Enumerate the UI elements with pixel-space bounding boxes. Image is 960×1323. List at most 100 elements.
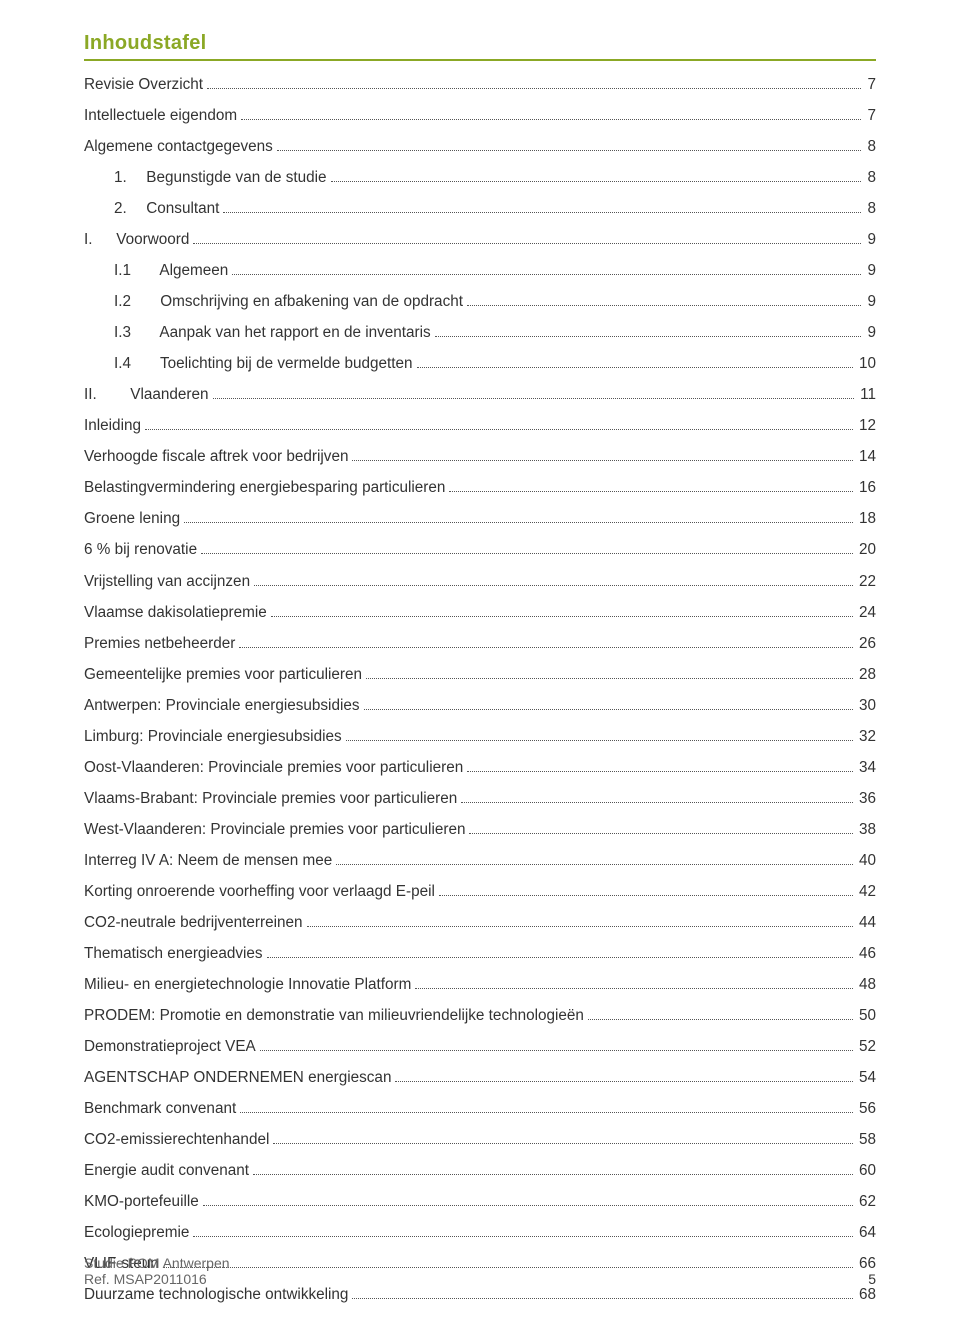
toc-leader <box>415 988 853 989</box>
toc-entry-page: 64 <box>857 1223 876 1244</box>
toc-entry[interactable]: CO2-emissierechtenhandel 58 <box>84 1130 876 1151</box>
toc-entry-text: PRODEM: Promotie en demonstratie van mil… <box>84 1006 584 1027</box>
toc-entry[interactable]: Intellectuele eigendom 7 <box>84 106 876 127</box>
toc-entry[interactable]: I. Voorwoord 9 <box>84 230 876 251</box>
toc-entry-label: Duurzame technologische ontwikkeling <box>84 1286 348 1303</box>
toc-entry[interactable]: Korting onroerende voorheffing voor verl… <box>84 882 876 903</box>
toc-entry-page: 7 <box>865 75 876 96</box>
toc-entry[interactable]: Vrijstelling van accijnzen22 <box>84 572 876 593</box>
toc-entry-page: 34 <box>857 758 876 779</box>
toc-entry-number: I.3 <box>114 323 156 344</box>
toc-entry[interactable]: Vlaamse dakisolatiepremie24 <box>84 603 876 624</box>
toc-entry[interactable]: Limburg: Provinciale energiesubsidies32 <box>84 727 876 748</box>
toc-entry-text: CO2-neutrale bedrijventerreinen <box>84 913 303 934</box>
toc-entry[interactable]: 1. Begunstigde van de studie8 <box>84 168 876 189</box>
toc-entry-label: Vlaams-Brabant: Provinciale premies voor… <box>84 790 457 807</box>
toc-entry-text: CO2-emissierechtenhandel <box>84 1130 269 1151</box>
toc-entry[interactable]: Groene lening 18 <box>84 509 876 530</box>
toc-leader <box>307 926 853 927</box>
toc-entry[interactable]: Benchmark convenant56 <box>84 1099 876 1120</box>
toc-entry-label: Vlaamse dakisolatiepremie <box>84 604 267 621</box>
toc-entry-label: Intellectuele eigendom <box>84 107 237 124</box>
toc-entry-page: 9 <box>865 292 876 313</box>
toc-entry-number: I. <box>84 230 112 251</box>
toc-entry-page: 7 <box>865 106 876 127</box>
toc-entry[interactable]: Inleiding12 <box>84 416 876 437</box>
toc-entry-label: Begunstigde van de studie <box>146 169 326 186</box>
toc-entry[interactable]: Revisie Overzicht7 <box>84 75 876 96</box>
toc-entry[interactable]: I.4 Toelichting bij de vermelde budgette… <box>84 354 876 375</box>
toc-entry-number: I.2 <box>114 292 156 313</box>
page-title: Inhoudstafel <box>84 32 876 61</box>
toc-entry[interactable]: I.1 Algemeen 9 <box>84 261 876 282</box>
toc-leader <box>461 802 853 803</box>
toc-entry-label: Antwerpen: Provinciale energiesubsidies <box>84 697 360 714</box>
toc-entry-page: 18 <box>857 509 876 530</box>
toc-entry-page: 9 <box>865 323 876 344</box>
toc-entry-text: I.1 Algemeen <box>114 261 228 282</box>
toc-leader <box>253 1174 853 1175</box>
toc-leader <box>331 181 862 182</box>
toc-entry[interactable]: Energie audit convenant60 <box>84 1161 876 1182</box>
toc-entry-page: 68 <box>857 1285 876 1306</box>
toc-entry[interactable]: Algemene contactgegevens8 <box>84 137 876 158</box>
toc-entry-label: Limburg: Provinciale energiesubsidies <box>84 728 342 745</box>
toc-entry[interactable]: Gemeentelijke premies voor particulieren… <box>84 665 876 686</box>
toc-leader <box>435 336 862 337</box>
footer-study: Studie POM Antwerpen <box>84 1255 876 1271</box>
toc-entry[interactable]: Thematisch energieadvies46 <box>84 944 876 965</box>
toc-entry-page: 9 <box>865 230 876 251</box>
toc-entry[interactable]: CO2-neutrale bedrijventerreinen44 <box>84 913 876 934</box>
toc-leader <box>467 305 862 306</box>
toc-entry[interactable]: Ecologiepremie64 <box>84 1223 876 1244</box>
toc-entry-text: Energie audit convenant <box>84 1161 249 1182</box>
toc-entry-text: Milieu- en energietechnologie Innovatie … <box>84 975 411 996</box>
toc-entry-text: I. Voorwoord <box>84 230 189 251</box>
footer-ref: Ref. MSAP2011016 <box>84 1271 207 1287</box>
toc-entry[interactable]: I.3 Aanpak van het rapport en de inventa… <box>84 323 876 344</box>
toc-entry[interactable]: AGENTSCHAP ONDERNEMEN energiescan54 <box>84 1068 876 1089</box>
toc-entry[interactable]: Oost-Vlaanderen: Provinciale premies voo… <box>84 758 876 779</box>
toc-entry-page: 58 <box>857 1130 876 1151</box>
toc-entry-label: CO2-neutrale bedrijventerreinen <box>84 914 303 931</box>
toc-entry[interactable]: Interreg IV A: Neem de mensen mee40 <box>84 851 876 872</box>
toc-leader <box>395 1081 853 1082</box>
toc-entry[interactable]: I.2 Omschrijving en afbakening van de op… <box>84 292 876 313</box>
toc-entry[interactable]: Duurzame technologische ontwikkeling 68 <box>84 1285 876 1306</box>
toc-entry[interactable]: KMO-portefeuille62 <box>84 1192 876 1213</box>
toc-entry[interactable]: Milieu- en energietechnologie Innovatie … <box>84 975 876 996</box>
toc-leader <box>364 709 853 710</box>
toc-entry[interactable]: Premies netbeheerder26 <box>84 634 876 655</box>
toc-entry[interactable]: Demonstratieproject VEA52 <box>84 1037 876 1058</box>
toc-entry[interactable]: Antwerpen: Provinciale energiesubsidies3… <box>84 696 876 717</box>
toc-leader <box>336 864 853 865</box>
toc-entry-page: 9 <box>865 261 876 282</box>
toc-entry-text: Inleiding <box>84 416 141 437</box>
toc-entry-label: Gemeentelijke premies voor particulieren <box>84 666 362 683</box>
toc-leader <box>366 678 853 679</box>
toc-entry-label: Algemeen <box>159 262 228 279</box>
toc-entry-text: Vlaams-Brabant: Provinciale premies voor… <box>84 789 457 810</box>
toc-entry[interactable]: Vlaams-Brabant: Provinciale premies voor… <box>84 789 876 810</box>
toc-entry[interactable]: II. Vlaanderen11 <box>84 385 876 406</box>
toc-entry-label: KMO-portefeuille <box>84 1193 199 1210</box>
toc-leader <box>469 833 853 834</box>
toc-entry[interactable]: 2. Consultant8 <box>84 199 876 220</box>
toc-leader <box>352 1298 853 1299</box>
toc-entry-text: West-Vlaanderen: Provinciale premies voo… <box>84 820 465 841</box>
toc-entry-text: AGENTSCHAP ONDERNEMEN energiescan <box>84 1068 391 1089</box>
toc-entry-text: Benchmark convenant <box>84 1099 236 1120</box>
toc-leader <box>271 616 853 617</box>
toc-entry-text: Verhoogde fiscale aftrek voor bedrijven <box>84 447 348 468</box>
toc-entry-text: Intellectuele eigendom <box>84 106 237 127</box>
toc-entry[interactable]: Belastingvermindering energiebesparing p… <box>84 478 876 499</box>
toc-entry[interactable]: 6 % bij renovatie20 <box>84 540 876 561</box>
toc-entry-label: Vlaanderen <box>130 386 208 403</box>
toc-entry[interactable]: Verhoogde fiscale aftrek voor bedrijven1… <box>84 447 876 468</box>
toc-entry[interactable]: PRODEM: Promotie en demonstratie van mil… <box>84 1006 876 1027</box>
toc-entry-text: KMO-portefeuille <box>84 1192 199 1213</box>
toc-entry[interactable]: West-Vlaanderen: Provinciale premies voo… <box>84 820 876 841</box>
toc-leader <box>213 398 855 399</box>
toc-entry-text: Groene lening <box>84 509 180 530</box>
toc-leader <box>193 1236 853 1237</box>
